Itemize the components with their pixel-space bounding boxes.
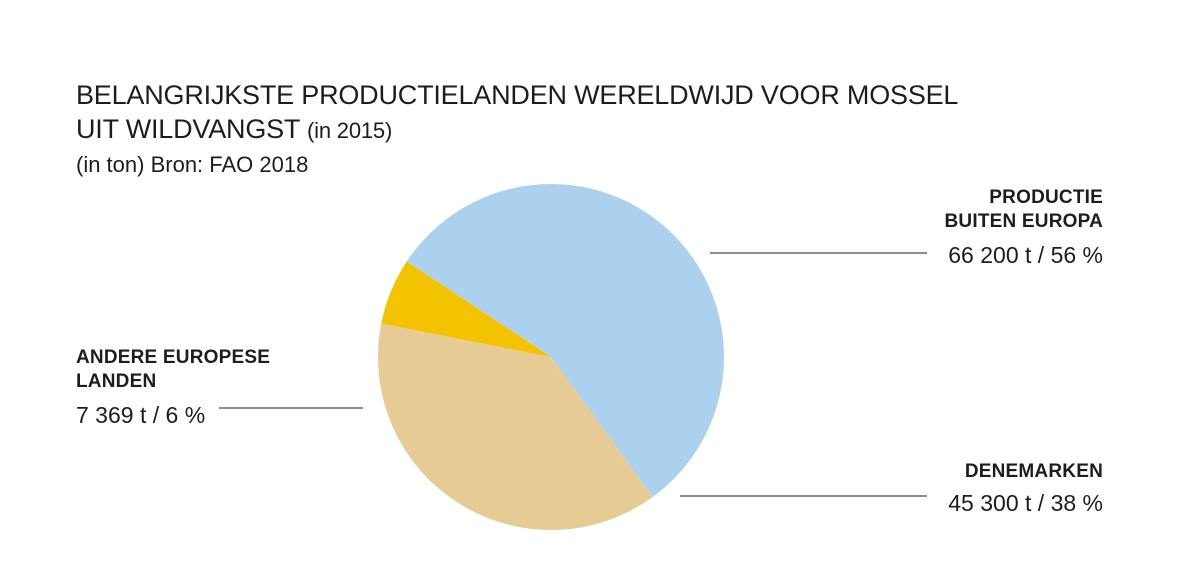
leader-lines: [219, 252, 927, 497]
slice-label-denemarken: DENEMARKEN 45 300 t / 38 %: [948, 460, 1103, 518]
chart-title: BELANGRIJKSTE PRODUCTIELANDEN WERELDWIJD…: [76, 78, 958, 148]
pie-slices: [377, 183, 725, 531]
slice-label-andere-europese-landen: ANDERE EUROPESE LANDEN 7 369 t / 6 %: [76, 346, 276, 430]
pie-slice-buiten-europa: [406, 183, 725, 497]
slice-value: 45 300 t / 38 %: [948, 490, 1103, 516]
chart-subtitle: (in ton) Bron: FAO 2018: [76, 152, 309, 177]
chart-title-line1: BELANGRIJKSTE PRODUCTIELANDEN WERELDWIJD…: [76, 80, 959, 110]
slice-label-buiten-europa: PRODUCTIE BUITEN EUROPA 66 200 t / 56 %: [933, 186, 1103, 270]
slice-value: 66 200 t / 56 %: [948, 242, 1103, 268]
chart-title-line2: UIT WILDVANGST: [76, 114, 300, 144]
chart-title-year: (in 2015): [307, 118, 393, 143]
slice-name: DENEMARKEN: [964, 461, 1103, 482]
slice-value: 7 369 t / 6 %: [76, 402, 206, 428]
pie-slice-andere-europese-landen: [381, 261, 551, 357]
slice-name: ANDERE EUROPESE LANDEN: [76, 347, 271, 392]
slice-name: PRODUCTIE BUITEN EUROPA: [944, 187, 1103, 232]
pie-slice-denemarken: [377, 323, 653, 531]
